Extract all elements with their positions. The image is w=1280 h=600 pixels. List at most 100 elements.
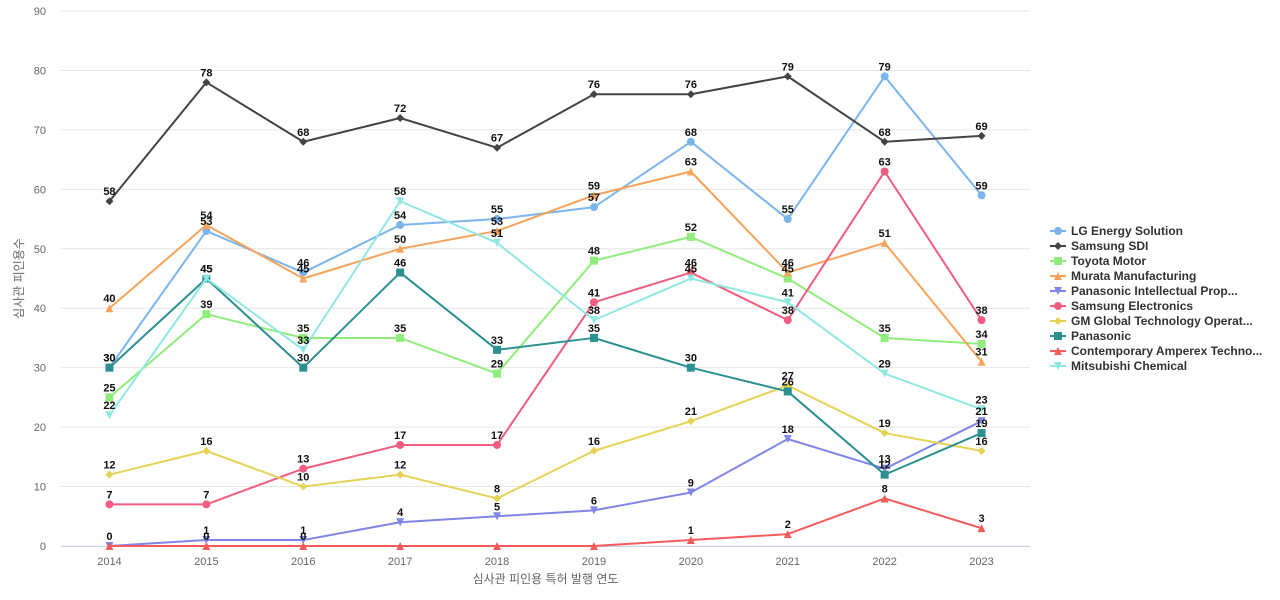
data-point[interactable]	[396, 440, 405, 449]
data-point[interactable]	[493, 494, 502, 503]
legend-item[interactable]: Samsung Electronics	[1050, 299, 1193, 313]
data-point[interactable]	[396, 542, 405, 550]
data-point[interactable]	[880, 464, 889, 473]
data-point[interactable]	[396, 221, 405, 229]
data-point[interactable]	[299, 536, 308, 545]
legend-item[interactable]: Murata Manufacturing	[1050, 269, 1196, 283]
data-point[interactable]	[105, 304, 114, 313]
data-point[interactable]	[880, 238, 889, 247]
data-point[interactable]	[977, 357, 986, 366]
data-point[interactable]	[783, 215, 792, 224]
data-point[interactable]	[493, 512, 502, 521]
data-point[interactable]	[202, 500, 211, 509]
data-point[interactable]	[880, 167, 889, 176]
data-point[interactable]	[977, 446, 986, 455]
data-point[interactable]	[493, 226, 502, 235]
data-point[interactable]	[686, 274, 695, 283]
data-point[interactable]	[977, 316, 986, 325]
data-point[interactable]	[493, 345, 502, 354]
data-point[interactable]	[299, 137, 308, 146]
data-point[interactable]	[202, 221, 211, 229]
data-point[interactable]	[396, 470, 405, 479]
data-point[interactable]	[493, 369, 502, 378]
data-point[interactable]	[396, 268, 405, 277]
data-point[interactable]	[783, 274, 792, 283]
data-point[interactable]	[589, 446, 598, 455]
data-point[interactable]	[783, 387, 792, 396]
data-point[interactable]	[299, 464, 308, 473]
data-point[interactable]	[299, 274, 308, 283]
data-point[interactable]	[686, 488, 695, 497]
data-point[interactable]	[880, 494, 889, 503]
data-point[interactable]	[880, 333, 889, 342]
legend-item[interactable]: GM Global Technology Operat...	[1050, 314, 1253, 328]
data-point[interactable]	[202, 536, 211, 545]
data-point[interactable]	[299, 542, 308, 550]
data-point[interactable]	[105, 197, 114, 206]
data-point[interactable]	[783, 298, 792, 307]
data-point[interactable]	[686, 167, 695, 176]
data-point[interactable]	[299, 345, 308, 354]
data-point[interactable]	[589, 316, 598, 325]
legend-item[interactable]: Panasonic	[1050, 329, 1131, 343]
data-point[interactable]	[589, 506, 598, 515]
data-point[interactable]	[396, 244, 405, 253]
data-point[interactable]	[977, 524, 986, 533]
data-point[interactable]	[396, 114, 405, 122]
legend-item[interactable]: Mitsubishi Chemical	[1050, 359, 1187, 373]
data-point[interactable]	[202, 274, 211, 283]
legend-item[interactable]: Samsung SDI	[1050, 239, 1148, 253]
data-point[interactable]	[105, 500, 114, 509]
legend-item[interactable]: Toyota Motor	[1050, 254, 1146, 268]
data-point[interactable]	[493, 238, 502, 247]
data-point[interactable]	[299, 333, 308, 342]
data-point[interactable]	[783, 316, 792, 325]
legend-item[interactable]: LG Energy Solution	[1050, 224, 1183, 238]
data-point[interactable]	[589, 542, 598, 550]
data-point[interactable]	[299, 482, 308, 491]
data-point[interactable]	[686, 536, 695, 545]
data-point[interactable]	[589, 298, 598, 307]
data-point[interactable]	[977, 429, 986, 438]
data-point[interactable]	[977, 339, 986, 348]
data-point[interactable]	[202, 78, 211, 87]
data-point[interactable]	[396, 197, 405, 206]
data-point[interactable]	[202, 446, 211, 455]
data-point[interactable]	[977, 191, 986, 200]
data-point[interactable]	[783, 72, 792, 81]
data-point[interactable]	[299, 363, 308, 372]
data-point[interactable]	[105, 470, 114, 479]
data-point[interactable]	[589, 191, 598, 200]
data-point[interactable]	[589, 203, 598, 212]
data-point[interactable]	[105, 393, 114, 402]
data-point[interactable]	[396, 518, 405, 527]
data-point[interactable]	[589, 90, 598, 99]
data-point[interactable]	[783, 530, 792, 539]
data-point[interactable]	[977, 131, 986, 140]
data-point[interactable]	[880, 72, 889, 81]
data-point[interactable]	[686, 232, 695, 241]
data-point[interactable]	[686, 137, 695, 146]
data-point[interactable]	[783, 435, 792, 443]
data-point[interactable]	[783, 268, 792, 277]
data-point[interactable]	[686, 363, 695, 372]
data-point[interactable]	[589, 256, 598, 265]
data-point[interactable]	[493, 143, 502, 152]
data-point[interactable]	[493, 215, 502, 224]
data-point[interactable]	[105, 363, 114, 372]
data-point[interactable]	[880, 470, 889, 479]
legend-item[interactable]: Panasonic Intellectual Prop...	[1050, 284, 1238, 298]
data-point[interactable]	[880, 369, 889, 378]
data-point[interactable]	[396, 333, 405, 342]
data-point[interactable]	[202, 542, 211, 550]
data-point[interactable]	[686, 90, 695, 99]
data-point[interactable]	[493, 542, 502, 550]
data-point[interactable]	[105, 542, 114, 550]
data-point[interactable]	[977, 417, 986, 426]
data-point[interactable]	[299, 268, 308, 277]
data-point[interactable]	[880, 429, 889, 438]
data-point[interactable]	[977, 405, 986, 414]
legend-item[interactable]: Contemporary Amperex Techno...	[1050, 344, 1262, 358]
data-point[interactable]	[880, 137, 889, 146]
data-point[interactable]	[202, 310, 211, 319]
